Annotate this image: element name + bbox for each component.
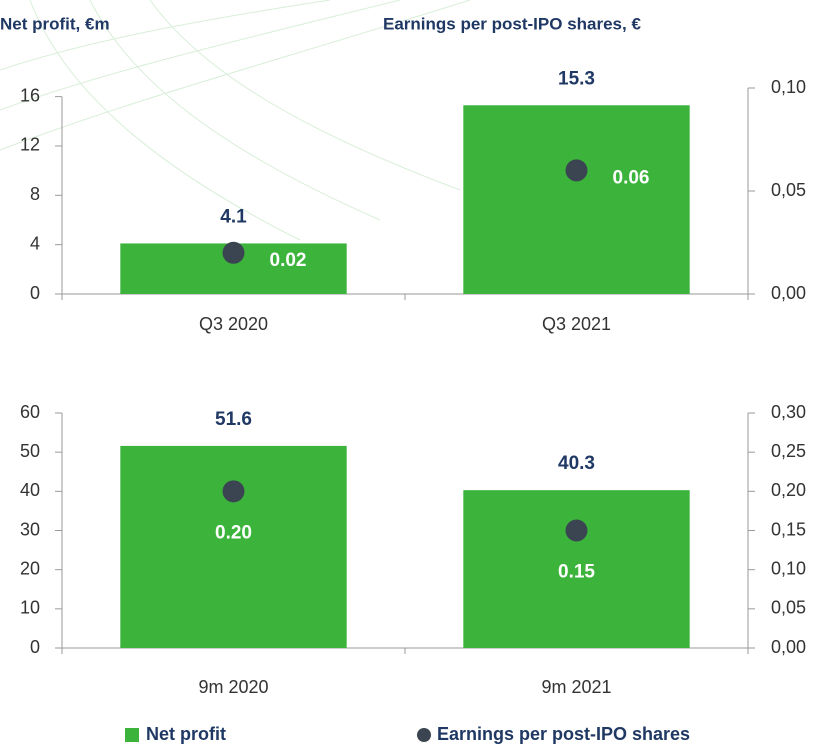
eps-value-label: 0.02	[270, 250, 307, 271]
bar	[463, 105, 690, 294]
y-tick-label: 0	[30, 283, 40, 303]
y-tick-label: 12	[20, 135, 40, 155]
legend-label: Earnings per post-IPO shares	[437, 724, 690, 744]
y-tick-label: 20	[20, 558, 40, 578]
y-tick-label: 4	[30, 233, 40, 253]
bar	[463, 490, 690, 648]
y-tick-label: 50	[20, 441, 40, 461]
y2-tick-label: 0,15	[771, 519, 806, 539]
x-tick-label: 9m 2021	[541, 677, 611, 697]
eps-dot	[565, 159, 588, 182]
y2-tick-label: 0,10	[771, 77, 806, 97]
eps-value-label: 0.15	[558, 562, 595, 583]
eps-value-label: 0.20	[215, 522, 252, 543]
x-tick-label: Q3 2020	[199, 314, 268, 334]
y2-tick-label: 0,30	[771, 402, 806, 422]
y2-tick-label: 0,20	[771, 480, 806, 500]
y-tick-label: 16	[20, 85, 40, 105]
y2-tick-label: 0,00	[771, 283, 806, 303]
y2-axis-title: Earnings per post-IPO shares, €	[383, 14, 641, 33]
y2-tick-label: 0,00	[771, 637, 806, 657]
y2-tick-label: 0,05	[771, 598, 806, 618]
bar-value-label: 15.3	[558, 68, 595, 89]
eps-dot	[222, 480, 245, 503]
x-tick-label: Q3 2021	[542, 314, 611, 334]
y-axis-title: Net profit, €m	[0, 14, 110, 33]
background-decoration	[0, 0, 471, 241]
y2-tick-label: 0,10	[771, 558, 806, 578]
bar-value-label: 40.3	[558, 453, 595, 474]
y-tick-label: 0	[30, 637, 40, 657]
y-tick-label: 60	[20, 402, 40, 422]
y-tick-label: 30	[20, 519, 40, 539]
y-tick-label: 40	[20, 480, 40, 500]
x-tick-label: 9m 2020	[198, 677, 268, 697]
legend-label: Net profit	[146, 724, 226, 744]
eps-dot	[565, 519, 588, 542]
eps-dot	[222, 241, 245, 264]
bar-value-label: 4.1	[220, 206, 247, 227]
bar-value-label: 51.6	[215, 409, 252, 430]
bar	[120, 445, 347, 648]
legend-swatch	[125, 728, 139, 742]
legend-swatch	[417, 728, 431, 742]
y2-tick-label: 0,25	[771, 441, 806, 461]
y2-tick-label: 0,05	[771, 180, 806, 200]
y-tick-label: 10	[20, 598, 40, 618]
eps-value-label: 0.06	[613, 167, 650, 188]
y-tick-label: 8	[30, 184, 40, 204]
